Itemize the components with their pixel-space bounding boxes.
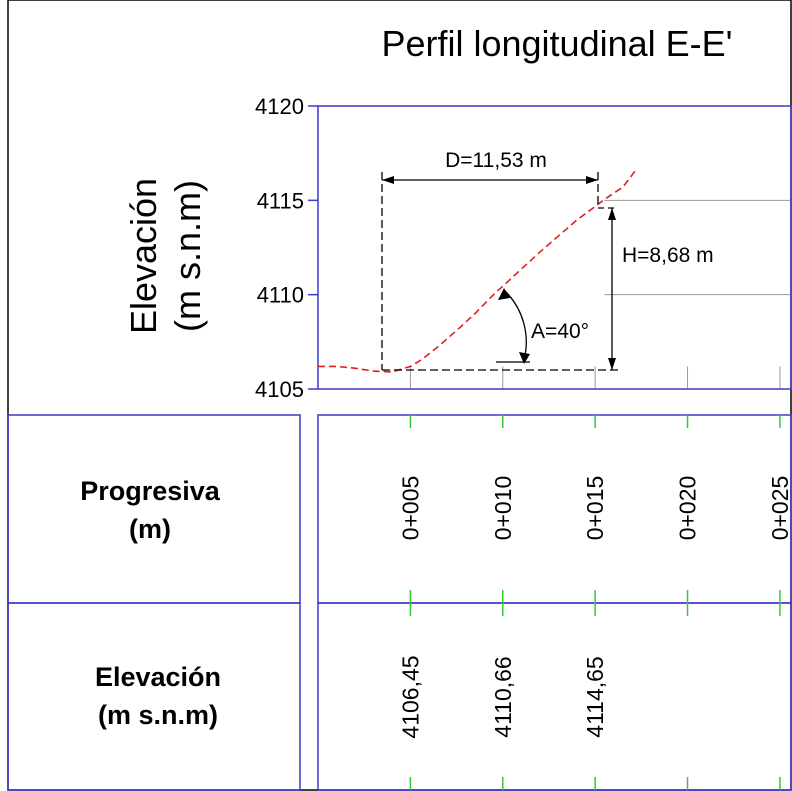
progresiva-value-2: 0+015 bbox=[582, 476, 608, 541]
progresiva-value-4: 0+025 bbox=[767, 476, 792, 541]
height-dimension bbox=[382, 207, 618, 371]
progresiva-label-line1: Progresiva bbox=[80, 476, 221, 506]
y-axis-label-line2: (m s.n.m) bbox=[167, 180, 208, 332]
progresiva-value-3: 0+020 bbox=[675, 476, 701, 541]
angle-arrow-top bbox=[498, 288, 510, 300]
elevacion-value-2: 4114,65 bbox=[582, 656, 608, 737]
table-value-box-row1 bbox=[317, 414, 792, 604]
progresiva-value-0: 0+005 bbox=[397, 476, 423, 541]
y-tick-label-4110: 4110 bbox=[257, 283, 304, 308]
elevacion-value-0: 4106,45 bbox=[397, 655, 423, 738]
progresiva-label-line2: (m) bbox=[129, 514, 171, 544]
distance-arrow-right bbox=[586, 176, 598, 184]
terrain-profile-line bbox=[318, 169, 637, 373]
y-tick-labels: 4105 4110 4115 4120 bbox=[255, 94, 318, 402]
table-label-box-row2 bbox=[7, 602, 301, 791]
plot-frame bbox=[317, 105, 792, 390]
elevacion-label-line2: (m s.n.m) bbox=[98, 700, 218, 730]
distance-arrow-left bbox=[382, 176, 394, 184]
progresiva-values: 0+005 0+010 0+015 0+020 0+025 bbox=[397, 476, 792, 541]
table-station-ticks bbox=[409, 415, 781, 790]
y-tick-label-4120: 4120 bbox=[255, 94, 304, 119]
y-tick-label-4105: 4105 bbox=[255, 377, 304, 402]
distance-label: D=11,53 m bbox=[445, 149, 547, 172]
elevacion-values: 4106,45 4110,66 4114,65 bbox=[397, 655, 608, 738]
y-tick-label-4115: 4115 bbox=[257, 188, 304, 213]
plot-grid bbox=[409, 199, 791, 389]
table-label-box-row1 bbox=[7, 414, 301, 604]
y-axis-label-line1: Elevación bbox=[123, 178, 164, 334]
angle-label: A=40° bbox=[531, 320, 589, 343]
height-arrow-top bbox=[608, 208, 616, 220]
elevacion-value-1: 4110,66 bbox=[490, 656, 516, 737]
distance-dimension bbox=[381, 172, 599, 370]
progresiva-value-1: 0+010 bbox=[490, 476, 516, 541]
angle-dimension bbox=[496, 288, 530, 364]
chart-title: Perfil longitudinal E-E' bbox=[381, 23, 732, 64]
angle-arc bbox=[503, 289, 527, 361]
elevacion-label-line1: Elevación bbox=[95, 662, 221, 692]
table-value-box-row2 bbox=[317, 602, 792, 791]
height-label: H=8,68 m bbox=[622, 244, 714, 267]
angle-arrow-bottom bbox=[519, 352, 530, 364]
height-arrow-bottom bbox=[608, 358, 616, 370]
